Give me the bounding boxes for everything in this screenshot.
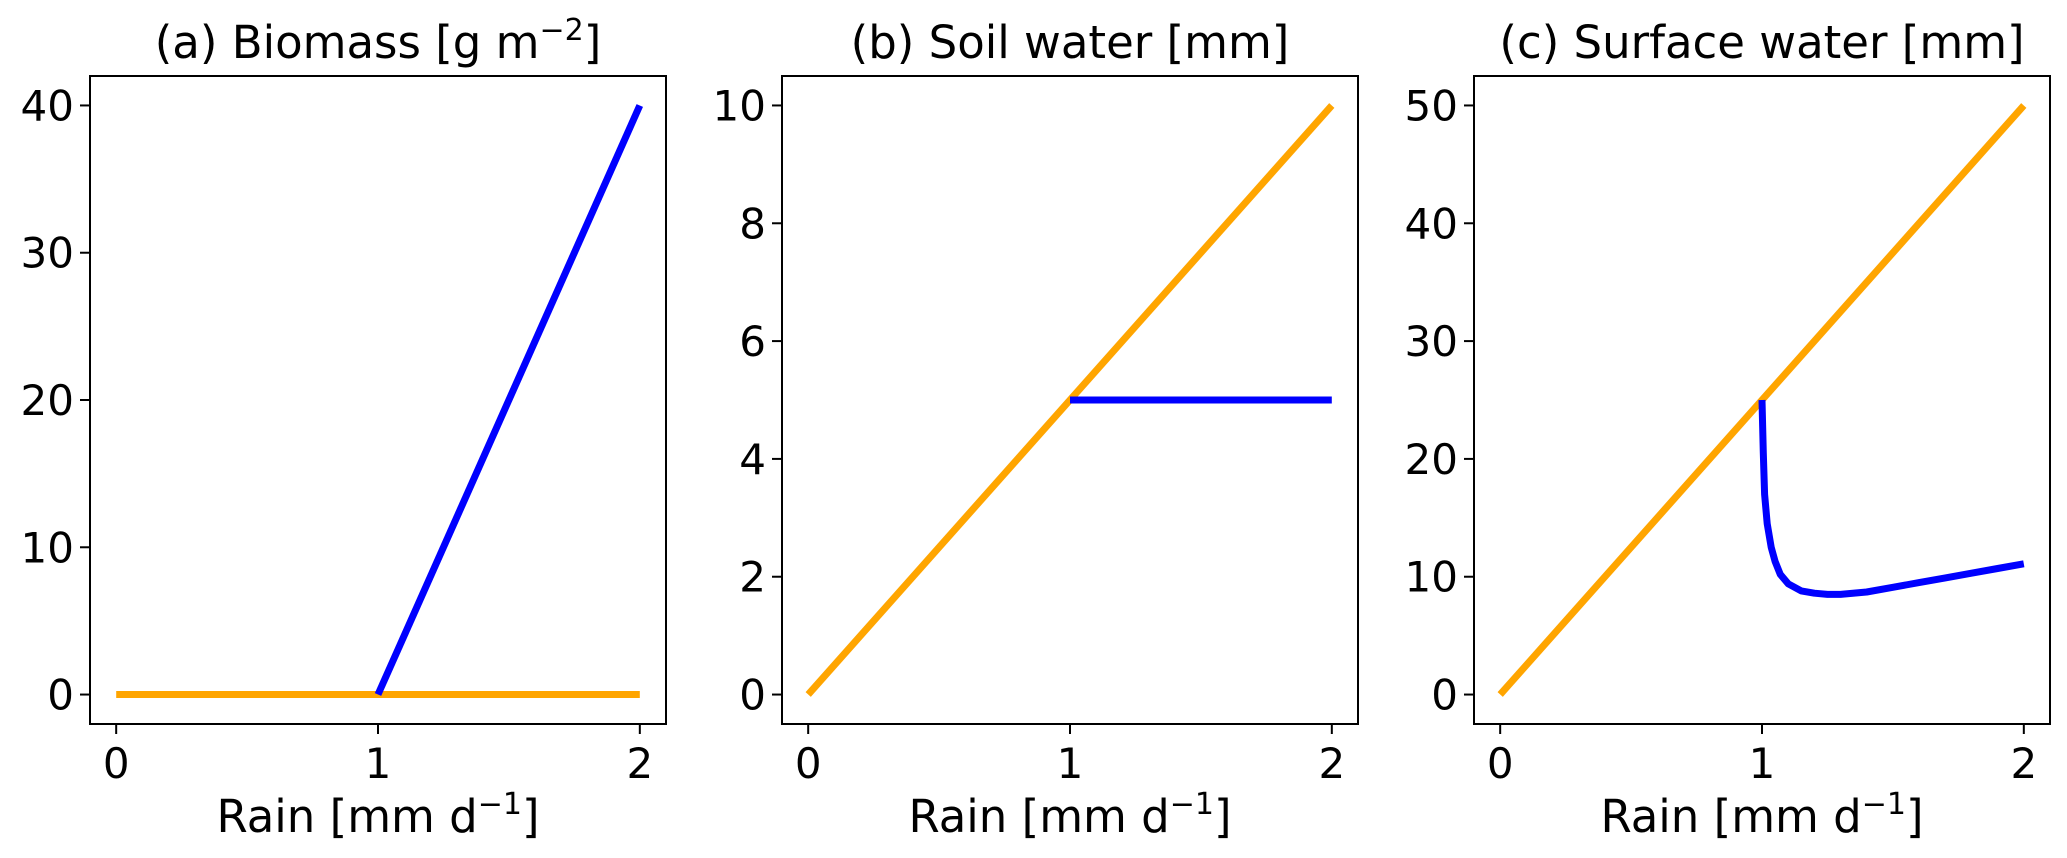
x-axis-label-text: Rain [mm d: [216, 790, 477, 843]
x-tick-label: 1: [365, 739, 392, 788]
chart-title: (c) Surface water [mm]: [1499, 16, 2024, 69]
chart-title: (b) Soil water [mm]: [851, 16, 1290, 69]
x-axis-label-tail: ]: [1214, 790, 1232, 843]
chart-title-tail: ]: [584, 16, 602, 69]
x-axis-label-text: Rain [mm d: [908, 790, 1169, 843]
x-axis-label: Rain [mm d−1]: [216, 787, 539, 843]
x-tick-label: 1: [1749, 739, 1776, 788]
y-tick-label: 10: [1405, 553, 1458, 602]
chart-title-text: (b) Soil water [mm]: [851, 16, 1290, 69]
y-tick-label: 0: [1431, 671, 1458, 720]
chart-title: (a) Biomass [g m−2]: [155, 13, 602, 69]
x-axis-label-superscript: −1: [1862, 787, 1906, 822]
x-axis-label-text: Rain [mm d: [1600, 790, 1861, 843]
y-tick-label: 10: [21, 523, 74, 572]
y-tick-label: 2: [739, 553, 766, 602]
axes-frame: [89, 75, 667, 725]
y-tick-label: 20: [21, 376, 74, 425]
x-tick-label: 2: [1318, 739, 1345, 788]
y-tick-label: 30: [1405, 317, 1458, 366]
series-line-2: [374, 104, 643, 696]
x-axis-label: Rain [mm d−1]: [1600, 787, 1923, 843]
chart-title-text: (c) Surface water [mm]: [1499, 16, 2024, 69]
y-tick-label: 40: [1405, 199, 1458, 248]
y-tick-label: 40: [21, 81, 74, 130]
x-tick-label: 2: [2010, 739, 2037, 788]
x-axis-label-superscript: −1: [1170, 787, 1214, 822]
x-tick-label: 1: [1057, 739, 1084, 788]
y-tick-label: 0: [47, 671, 74, 720]
y-tick-label: 4: [739, 435, 766, 484]
y-tick-label: 8: [739, 199, 766, 248]
plot-area: [805, 103, 1335, 697]
y-tick-label: 6: [739, 317, 766, 366]
chart-title-superscript: −2: [539, 13, 583, 48]
x-tick-label: 0: [103, 739, 130, 788]
x-axis-label: Rain [mm d−1]: [908, 787, 1231, 843]
y-tick-label: 20: [1405, 435, 1458, 484]
x-tick-label: 2: [626, 739, 653, 788]
chart-title-text: (a) Biomass [g m: [155, 16, 540, 69]
x-axis-label-tail: ]: [1906, 790, 1924, 843]
x-tick-label: 0: [1487, 739, 1514, 788]
x-tick-label: 0: [795, 739, 822, 788]
panel-b: 0 1 2 0 2 4 6 8 10 (b) Soil water [mm] Rain [mm d−…: [713, 16, 1359, 843]
series-line-2: [1758, 399, 2025, 598]
x-axis-label-tail: ]: [522, 790, 540, 843]
plot-area: [116, 104, 643, 698]
y-tick-label: 30: [21, 229, 74, 278]
y-tick-label: 50: [1405, 81, 1458, 130]
y-tick-label: 10: [713, 81, 766, 130]
x-axis-label-superscript: −1: [478, 787, 522, 822]
plot-area: [1497, 103, 2027, 697]
y-tick-label: 0: [739, 671, 766, 720]
